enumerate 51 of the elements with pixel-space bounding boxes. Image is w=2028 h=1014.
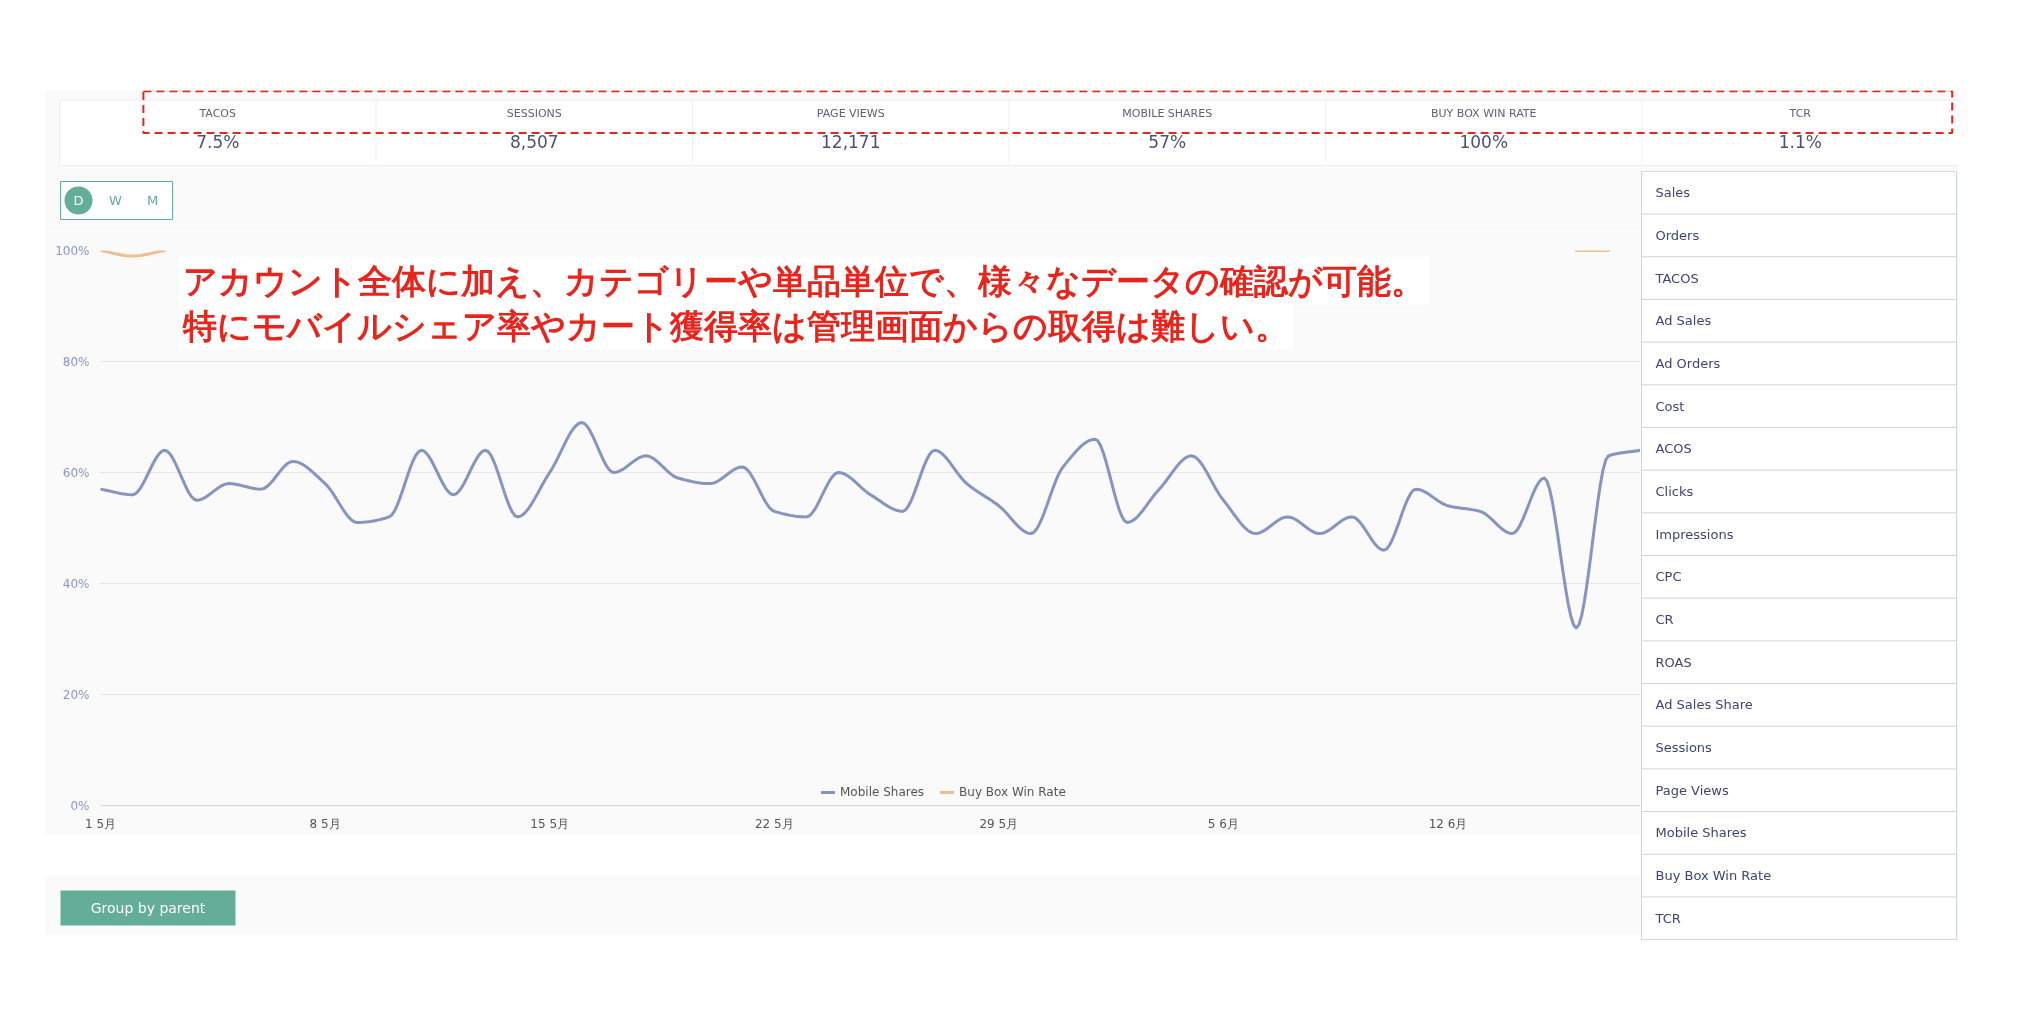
legend-label: Mobile Shares [840,785,925,799]
x-tick-label: 29 5月 [979,816,1019,831]
x-tick-label: 15 5月 [530,816,570,831]
annotation: 特にモバイルシェア率やカート獲得率は管理画面からの取得は難しい。 [181,305,1289,346]
y-tick-label: 40% [62,576,90,591]
category-label: W [109,193,123,208]
x-tick-label: 1 5月 [84,816,117,831]
category-label: Ad Sales [1655,313,1712,329]
text: 12,171 [821,132,881,153]
x-tick-label: 12 6月 [1428,816,1468,831]
category-label: Ad Orders [1655,355,1721,371]
text: 7.5% [196,131,240,152]
category-label: SESSIONS [506,107,562,121]
category-label: Orders [1655,227,1700,243]
x-tick-label: 5 6月 [1207,816,1239,831]
text: 1.1% [1778,131,1822,152]
category-label: TACOS [198,107,237,121]
category-label: Sessions [1655,740,1713,756]
category-label: D [73,193,84,208]
text: 100% [1459,131,1509,152]
y-tick-label: 60% [62,465,90,480]
category-label: Ad Sales Share [1655,697,1753,713]
category-label: Sales [1655,185,1691,201]
annotation: アカウント全体に加え、カテゴリーや単品単位で、様々なデータの確認が可能。 [182,260,1425,301]
category-label: M [146,193,159,208]
text: 8,507 [509,132,559,153]
category-label: Impressions [1655,526,1734,542]
y-tick-label: 20% [62,687,90,702]
text: Group by parent [90,900,206,916]
x-tick-label: 22 5月 [754,816,794,831]
category-label: CPC [1655,569,1682,585]
category-label: TACOS [1654,270,1699,286]
legend-label: Buy Box Win Rate [959,785,1066,799]
y-tick-label: 100% [55,243,90,258]
category-label: Page Views [1655,782,1729,798]
category-label: ROAS [1655,654,1692,670]
y-tick-label: 0% [70,798,90,813]
category-label: Cost [1655,398,1685,414]
category-label: BUY BOX WIN RATE [1430,107,1537,121]
y-tick-label: 80% [62,354,90,369]
x-tick-label: 8 5月 [309,816,341,831]
category-label: TCR [1788,107,1812,121]
category-label: Buy Box Win Rate [1655,868,1772,884]
category-label: Clicks [1655,483,1694,499]
text: 57% [1148,131,1187,152]
category-label: CR [1655,612,1674,628]
category-label: ACOS [1655,441,1692,457]
category-label: TCR [1654,910,1681,926]
category-label: MOBILE SHARES [1122,107,1213,121]
category-label: Mobile Shares [1655,825,1747,841]
category-label: PAGE VIEWS [816,107,885,121]
